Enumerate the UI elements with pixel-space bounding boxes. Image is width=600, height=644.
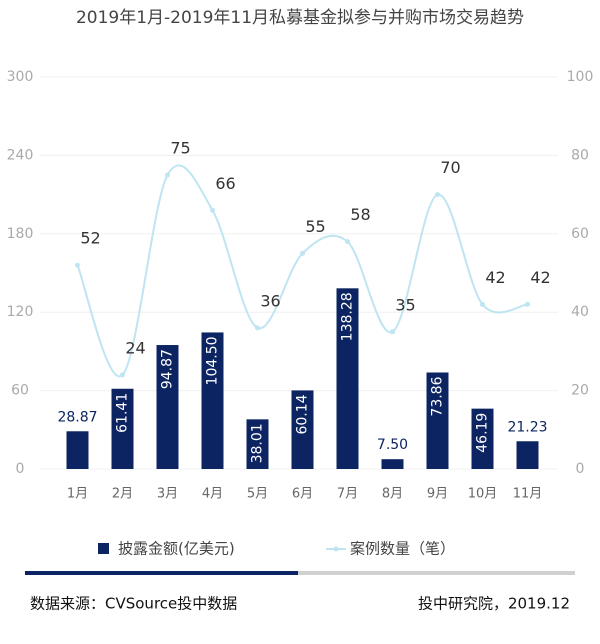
legend-label: 案例数量（笔） bbox=[350, 540, 455, 558]
x-tick-label: 5月 bbox=[247, 487, 268, 502]
divider-light bbox=[298, 571, 575, 575]
bar-label: 73.86 bbox=[430, 376, 446, 416]
line-point bbox=[300, 250, 305, 256]
line-point bbox=[120, 372, 125, 378]
x-tick-label: 3月 bbox=[157, 487, 178, 502]
bar-label: 94.87 bbox=[160, 349, 176, 389]
bar bbox=[516, 441, 539, 469]
bar-label: 7.50 bbox=[377, 437, 408, 453]
bar bbox=[381, 459, 404, 469]
y-tick-label: 240 bbox=[7, 147, 34, 163]
y2-tick-label: 60 bbox=[571, 226, 589, 242]
line-label: 36 bbox=[260, 291, 280, 310]
legend-swatch bbox=[98, 543, 109, 554]
line-point bbox=[210, 207, 215, 213]
x-tick-label: 1月 bbox=[67, 487, 88, 502]
line-label: 58 bbox=[350, 205, 370, 224]
y2-tick-label: 40 bbox=[571, 304, 589, 320]
line-point bbox=[75, 262, 80, 268]
credit: 投中研究院，2019.12 bbox=[418, 595, 570, 613]
bar-label: 21.23 bbox=[507, 419, 547, 435]
line-point bbox=[390, 329, 395, 335]
divider-dark bbox=[25, 571, 298, 575]
legend-swatch bbox=[333, 546, 339, 552]
line-label: 42 bbox=[485, 268, 505, 287]
y2-tick-label: 0 bbox=[576, 461, 585, 477]
bar bbox=[291, 390, 314, 469]
line-label: 42 bbox=[530, 268, 550, 287]
y2-tick-label: 80 bbox=[571, 147, 589, 163]
x-tick-label: 9月 bbox=[427, 487, 448, 502]
y-tick-label: 120 bbox=[7, 304, 34, 320]
bar-label: 38.01 bbox=[250, 423, 266, 463]
y-tick-label: 300 bbox=[7, 69, 34, 85]
chart-title: 2019年1月-2019年11月私募基金拟参与并购市场交易趋势 bbox=[76, 8, 524, 28]
line-point bbox=[165, 172, 170, 178]
line-point bbox=[435, 192, 440, 198]
x-tick-label: 11月 bbox=[513, 487, 543, 502]
y-tick-label: 0 bbox=[16, 461, 25, 477]
bar bbox=[426, 372, 449, 469]
bar bbox=[336, 288, 359, 469]
line-label: 55 bbox=[305, 217, 325, 236]
x-tick-label: 6月 bbox=[292, 487, 313, 502]
bar-label: 104.50 bbox=[205, 336, 221, 385]
line-label: 70 bbox=[440, 158, 460, 177]
line-label: 52 bbox=[80, 229, 100, 248]
bar bbox=[246, 419, 269, 469]
line-label: 24 bbox=[125, 338, 145, 357]
bar-label: 60.14 bbox=[295, 394, 311, 434]
bar-label: 138.28 bbox=[340, 292, 356, 341]
bar bbox=[111, 388, 134, 469]
line-label: 35 bbox=[395, 295, 415, 314]
bar bbox=[66, 431, 89, 469]
bar-label: 46.19 bbox=[475, 413, 491, 453]
line-label: 66 bbox=[215, 174, 235, 193]
source: 数据来源：CVSource投中数据 bbox=[30, 595, 237, 613]
y2-tick-label: 20 bbox=[571, 383, 589, 399]
line-point bbox=[525, 301, 530, 307]
x-tick-label: 7月 bbox=[337, 487, 358, 502]
y2-tick-label: 100 bbox=[567, 69, 594, 85]
x-tick-label: 2月 bbox=[112, 487, 133, 502]
x-tick-label: 10月 bbox=[468, 487, 498, 502]
x-tick-label: 4月 bbox=[202, 487, 223, 502]
bar bbox=[201, 332, 224, 469]
x-tick-label: 8月 bbox=[382, 487, 403, 502]
y-tick-label: 60 bbox=[11, 383, 29, 399]
y-tick-label: 180 bbox=[7, 226, 34, 242]
bar-label: 28.87 bbox=[57, 409, 97, 425]
bar bbox=[471, 408, 494, 469]
line-point bbox=[345, 239, 350, 245]
legend-label: 披露金额(亿美元) bbox=[118, 540, 235, 558]
bar-label: 61.41 bbox=[115, 393, 131, 433]
bar bbox=[156, 345, 179, 469]
line-label: 75 bbox=[170, 139, 190, 158]
line-point bbox=[480, 301, 485, 307]
line-point bbox=[255, 325, 260, 331]
